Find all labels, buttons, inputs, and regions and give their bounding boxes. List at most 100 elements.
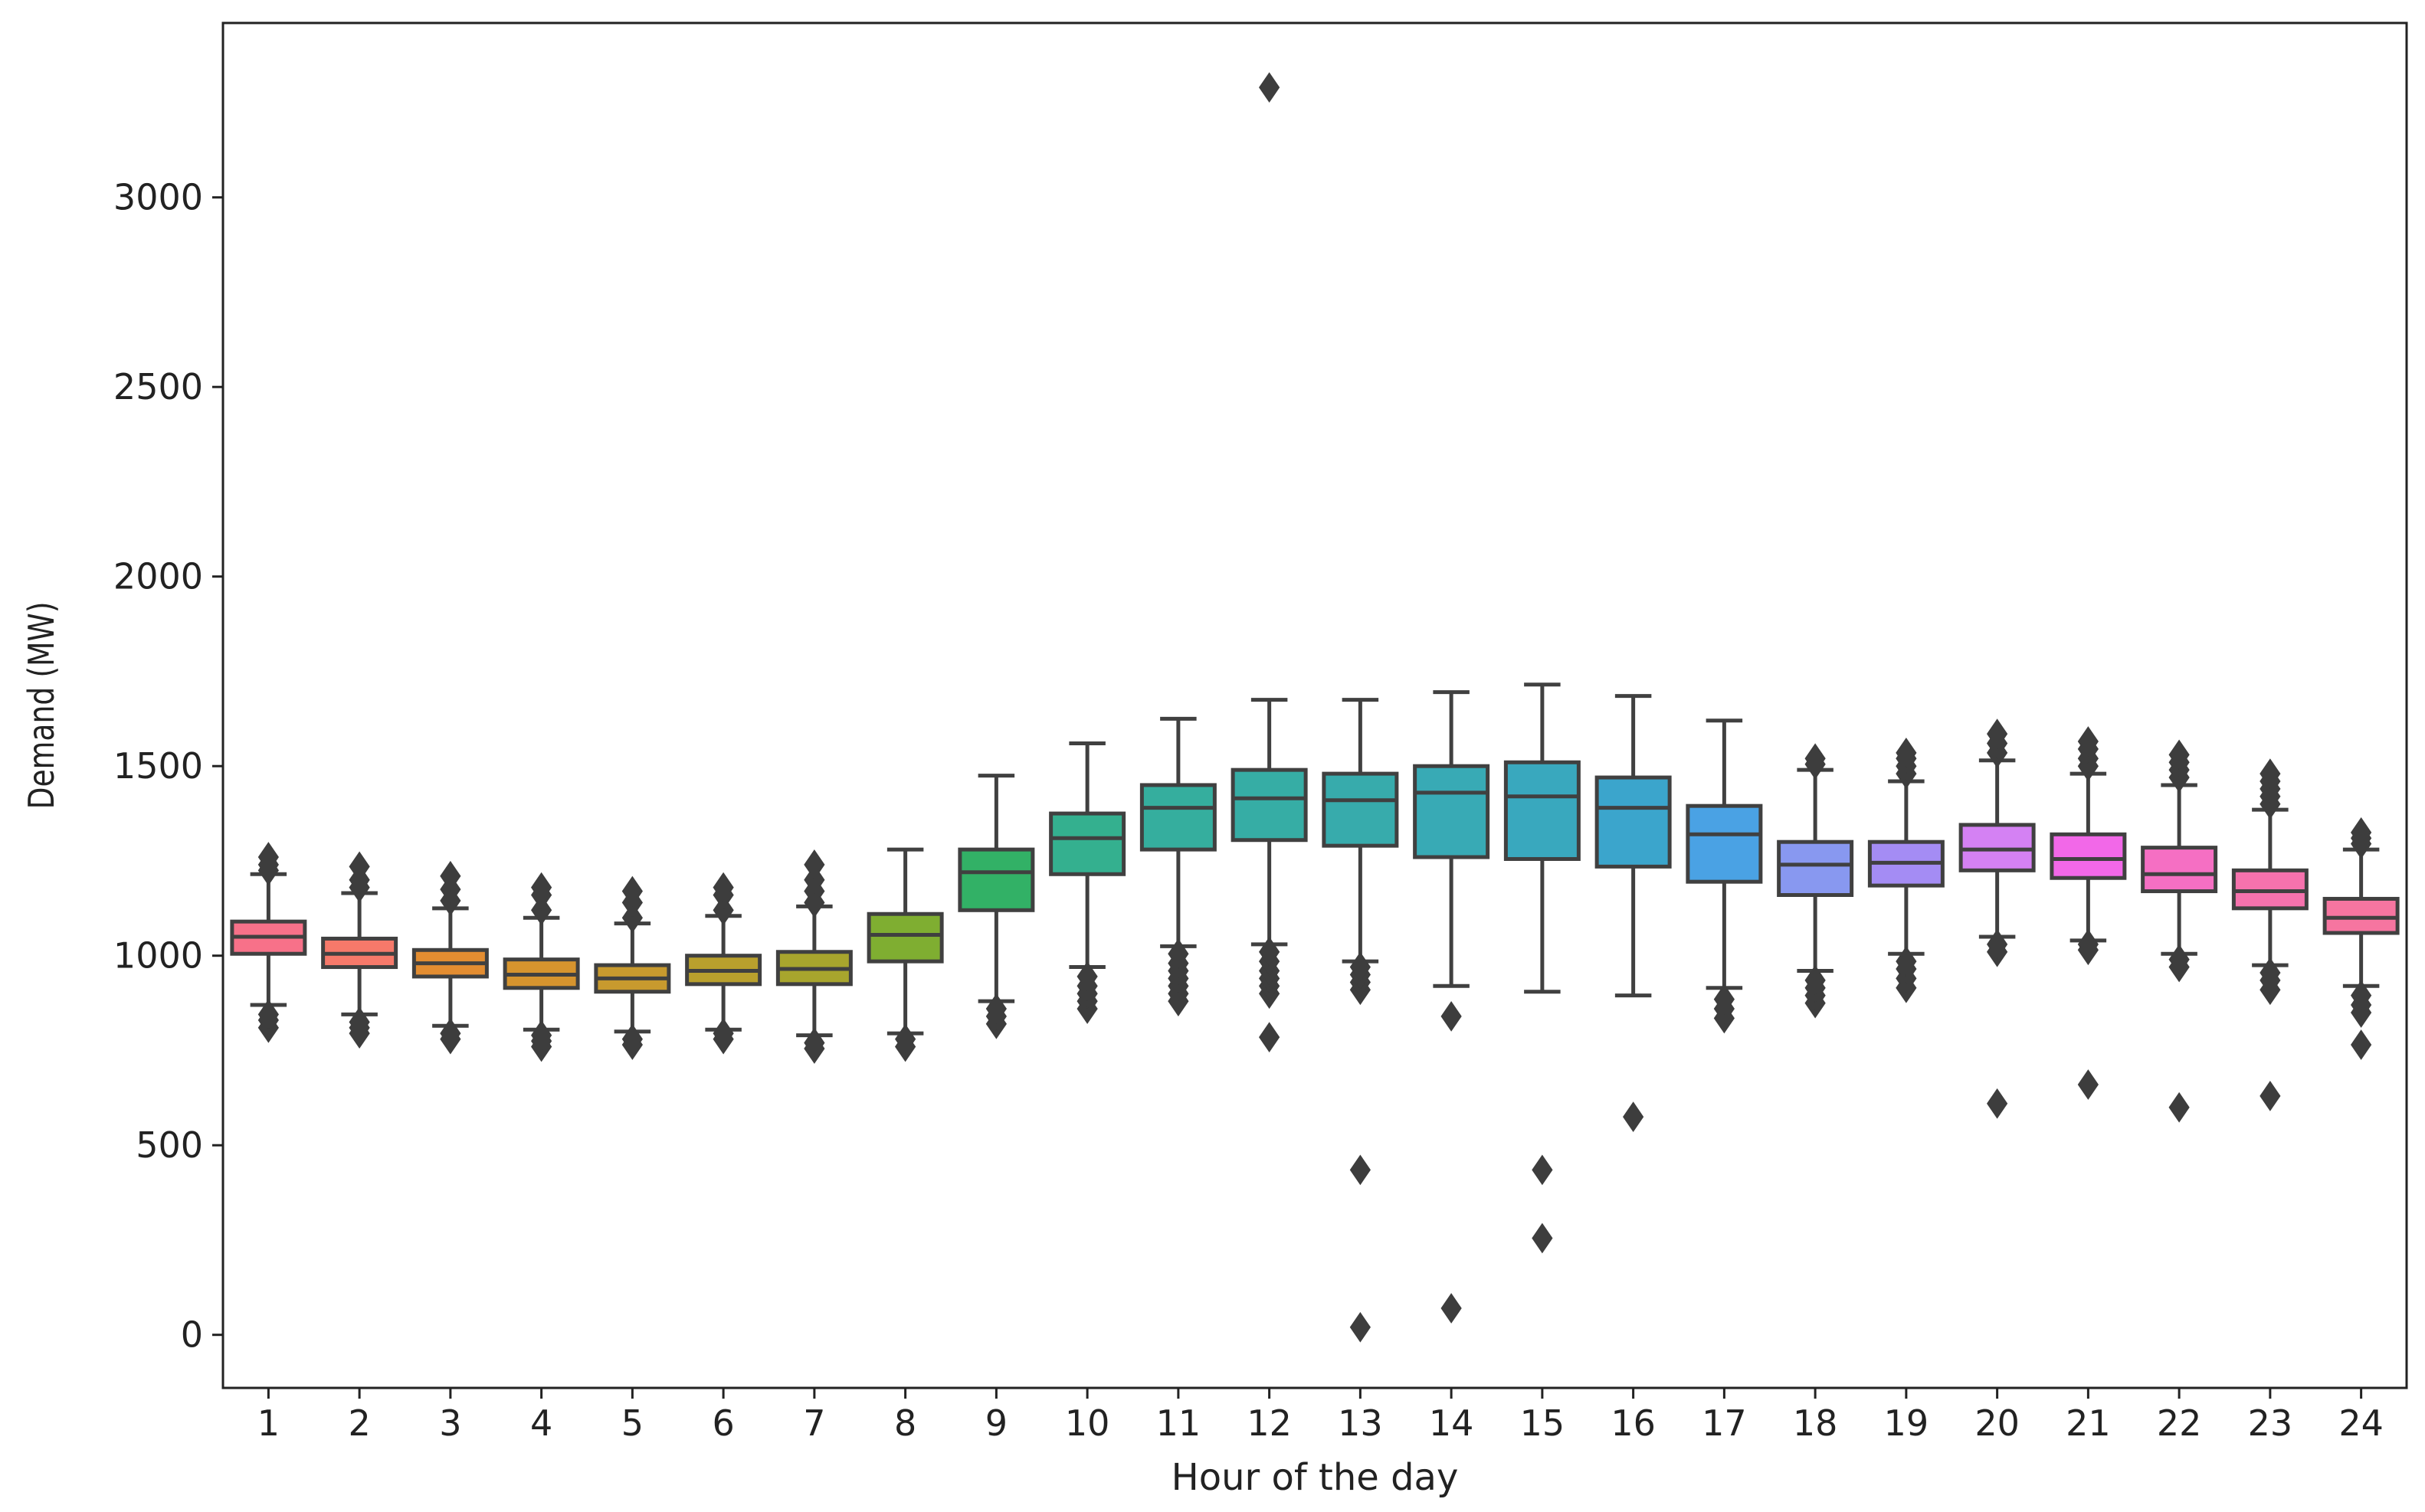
x-tick-label: 9 — [985, 1402, 1008, 1444]
outlier-point — [804, 1027, 825, 1059]
x-tick-label: 11 — [1156, 1402, 1201, 1444]
y-tick-label: 0 — [181, 1314, 203, 1356]
box-hour-4 — [503, 872, 580, 1062]
box-hour-3 — [411, 860, 489, 1055]
iqr-box — [958, 847, 1035, 912]
outlier-point — [1713, 983, 1735, 1015]
box-hour-6 — [685, 872, 762, 1055]
outlier-point — [2351, 980, 2372, 1011]
x-tick-label: 21 — [2066, 1402, 2111, 1444]
y-axis-title: Demand (MW) — [21, 601, 62, 809]
x-tick-label: 24 — [2338, 1402, 2384, 1444]
x-tick-label: 16 — [1611, 1402, 1656, 1444]
y-tick-label: 3000 — [113, 177, 203, 218]
box-hour-9 — [958, 774, 1035, 1039]
y-tick-label: 2000 — [113, 556, 203, 597]
outlier-point — [985, 993, 1007, 1024]
x-tick-label: 8 — [894, 1402, 916, 1444]
box-hour-21 — [2050, 726, 2127, 1100]
box-hour-11 — [1139, 716, 1217, 1016]
x-tick-label: 17 — [1702, 1402, 1747, 1444]
iqr-box — [867, 911, 944, 964]
x-tick-label: 10 — [1065, 1402, 1110, 1444]
outlier-point — [1896, 737, 1917, 768]
iqr-box — [1413, 764, 1490, 859]
outlier-point — [2077, 1069, 2099, 1100]
outlier-point — [1077, 961, 1098, 992]
y-axis: 0 500 1000 1500 2000 2500 3000 — [113, 177, 223, 1356]
box-hour-14 — [1413, 690, 1490, 1324]
outlier-point — [1440, 1293, 1462, 1324]
outlier-point — [1349, 951, 1371, 983]
x-tick-label: 4 — [530, 1402, 552, 1444]
box-hour-23 — [2231, 758, 2309, 1111]
outlier-point — [1896, 946, 1917, 977]
outlier-point — [804, 849, 825, 880]
x-tick-label: 12 — [1247, 1402, 1292, 1444]
outlier-point — [2260, 1080, 2281, 1111]
outlier-point — [1987, 718, 2008, 750]
outlier-point — [349, 851, 370, 882]
box-hour-1 — [230, 842, 307, 1043]
box-hour-7 — [775, 849, 853, 1064]
outlier-point — [713, 1018, 734, 1049]
box-hour-15 — [1503, 682, 1581, 1254]
box-hour-10 — [1049, 741, 1126, 1024]
x-tick-label: 3 — [439, 1402, 461, 1444]
x-tick-label: 13 — [1338, 1402, 1383, 1444]
x-tick-label: 15 — [1520, 1402, 1565, 1444]
outlier-point — [349, 1006, 370, 1038]
iqr-box — [1139, 783, 1217, 852]
outlier-point — [257, 999, 279, 1030]
outlier-point — [2077, 726, 2099, 757]
box-hour-8 — [867, 847, 944, 1062]
outlier-point — [1259, 1022, 1280, 1053]
outlier-point — [440, 1018, 461, 1049]
outlier-point — [621, 875, 643, 907]
outlier-point — [1987, 928, 2008, 960]
iqr-box — [2050, 832, 2127, 880]
y-tick-label: 1000 — [113, 935, 203, 977]
outlier-point — [1987, 1088, 2008, 1119]
outlier-point — [2168, 1091, 2190, 1123]
outlier-point — [2168, 944, 2190, 975]
box-hour-24 — [2322, 817, 2400, 1060]
outlier-point — [1259, 936, 1280, 967]
outlier-point — [1259, 72, 1280, 103]
outlier-point — [2351, 817, 2372, 848]
box-hour-20 — [1958, 718, 2036, 1119]
box-hour-19 — [1867, 737, 1945, 1003]
outlier-point — [713, 872, 734, 903]
outlier-point — [1349, 1154, 1371, 1186]
x-tick-label: 18 — [1793, 1402, 1838, 1444]
box-hour-13 — [1322, 698, 1399, 1343]
outlier-point — [621, 1023, 643, 1055]
outlier-point — [1349, 1311, 1371, 1343]
outlier-point — [2351, 1029, 2372, 1060]
x-tick-label: 5 — [621, 1402, 644, 1444]
x-tick-label: 20 — [1974, 1402, 2020, 1444]
outlier-point — [1532, 1154, 1553, 1186]
outlier-point — [2260, 957, 2281, 988]
y-tick-label: 500 — [136, 1124, 203, 1166]
x-tick-label: 14 — [1429, 1402, 1474, 1444]
y-tick-label: 1500 — [113, 745, 203, 787]
box-hour-5 — [594, 875, 671, 1060]
outlier-point — [531, 1019, 552, 1051]
box-hour-12 — [1231, 72, 1308, 1053]
outlier-point — [1440, 1001, 1462, 1032]
outlier-point — [531, 872, 552, 903]
outlier-point — [2260, 758, 2281, 789]
outlier-point — [2077, 928, 2099, 960]
iqr-box — [1594, 775, 1672, 869]
outlier-point — [1623, 1101, 1644, 1132]
iqr-box — [1503, 760, 1581, 861]
outlier-point — [1532, 1222, 1553, 1254]
outlier-point — [2168, 739, 2190, 771]
outlier-point — [257, 842, 279, 872]
box-hour-17 — [1686, 718, 1763, 1034]
outlier-point — [440, 860, 461, 892]
x-tick-label: 6 — [712, 1402, 734, 1444]
box-series — [230, 72, 2400, 1343]
